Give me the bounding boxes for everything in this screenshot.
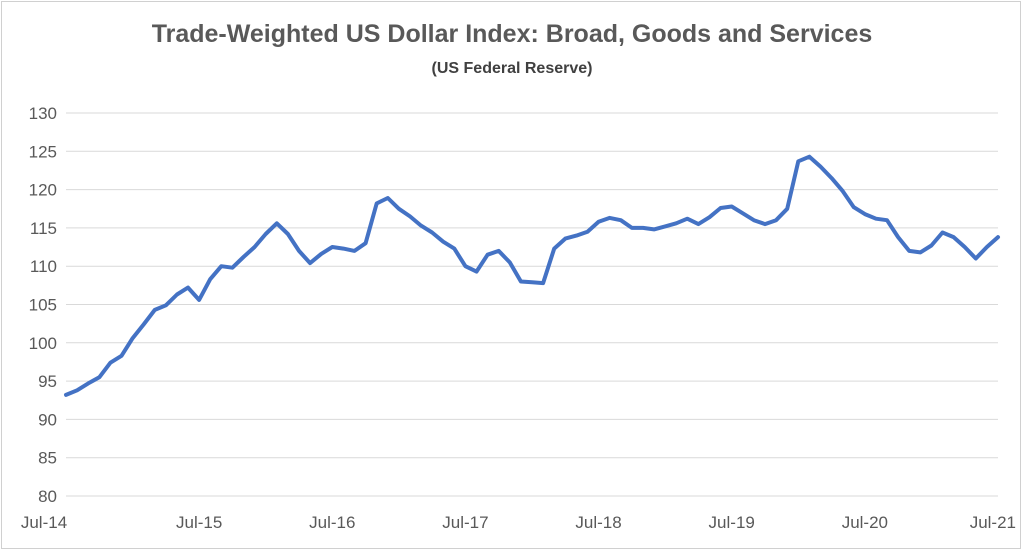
x-tick-label: Jul-16 [309, 513, 355, 532]
y-tick-label: 125 [29, 142, 57, 161]
x-tick-label: Jul-15 [176, 513, 222, 532]
series-layer [64, 154, 1000, 397]
gridlines [66, 112, 998, 497]
x-tick-label: Jul-19 [709, 513, 755, 532]
y-tick-label: 95 [38, 372, 57, 391]
y-tick-label: 120 [29, 181, 57, 200]
y-tick-label: 85 [38, 449, 57, 468]
x-tick-label: Jul-17 [442, 513, 488, 532]
x-tick-label: Jul-18 [575, 513, 621, 532]
chart-subtitle: (US Federal Reserve) [431, 60, 593, 77]
y-tick-label: 100 [29, 334, 57, 353]
x-tick-label: Jul-20 [842, 513, 888, 532]
chart-title: Trade-Weighted US Dollar Index: Broad, G… [151, 20, 873, 48]
y-axis-ticks: 80 85 90 95 100 105 110 115 120 125 130 [29, 104, 57, 506]
y-tick-label: 105 [29, 296, 57, 315]
x-tick-label: Jul-21 [970, 513, 1016, 532]
y-tick-label: 130 [29, 104, 57, 123]
series-line [64, 154, 1000, 397]
y-tick-label: 80 [38, 487, 57, 506]
x-axis-ticks: Jul-14 Jul-15 Jul-16 Jul-17 Jul-18 Jul-19 Jul-… [21, 513, 1016, 532]
y-tick-label: 110 [30, 257, 57, 276]
x-tick-label: Jul-14 [21, 513, 67, 532]
y-tick-label: 115 [30, 219, 57, 238]
y-tick-label: 90 [38, 410, 57, 429]
